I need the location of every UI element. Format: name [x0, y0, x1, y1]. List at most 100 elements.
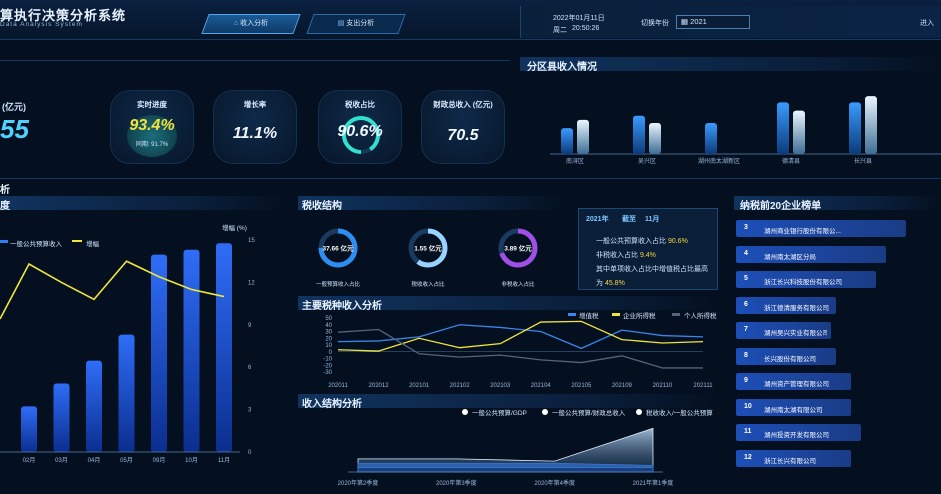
donut-value: 1.55 亿元 — [414, 244, 442, 253]
right-axis-tick: 9 — [248, 323, 252, 329]
rank-company-name: 浙江长兴科技股份有限公司 — [764, 279, 842, 286]
budget-bar — [118, 334, 135, 452]
district-tick-label: 南浔区 — [566, 157, 584, 165]
legend-growth: 增幅 — [86, 241, 99, 248]
district-title: 分区县收入情况 — [527, 62, 597, 73]
district-bar — [793, 110, 805, 154]
summary-line-3: 其中单项收入占比中增值税占比最高 — [596, 266, 708, 273]
donut-caption: 一般预算收入占比 — [316, 280, 361, 288]
rank-company-name: 长兴股份有限公司 — [764, 355, 816, 363]
donut-value: 3.89 亿元 — [504, 244, 532, 253]
calendar-icon: ▦ — [681, 17, 691, 26]
district-bar — [561, 128, 573, 154]
ranking-row[interactable]: 8 长兴股份有限公司 — [736, 347, 836, 365]
x-tick-label: 202103 — [490, 383, 511, 389]
district-tick-label: 湖州南太湖新区 — [698, 157, 740, 165]
y-tick-label: -20 — [323, 363, 332, 369]
rank-company-name: 浙江德清服务有限公司 — [764, 304, 829, 312]
ranking-row[interactable]: 5 浙江长兴科技股份有限公司 — [736, 271, 876, 288]
donut-arc — [408, 228, 448, 268]
progress-ring-icon — [342, 116, 380, 154]
income-structure-title: 收入结构分析 — [302, 399, 362, 410]
kpi-value: 93.4% — [129, 117, 175, 134]
ranking-row[interactable]: 4 湖州南太湖区分局 — [736, 245, 886, 263]
kpi-card-growth: 增长率 11.1% — [213, 90, 297, 164]
kpi-value: 70.5 — [447, 127, 479, 144]
y-tick-label: 0 — [329, 350, 333, 356]
rank-number: 7 — [744, 326, 748, 333]
x-tick-label: 202105 — [571, 383, 592, 389]
month-tick-label: 09月 — [153, 457, 166, 464]
district-bar — [865, 96, 877, 154]
summary-label: 截至 — [622, 216, 636, 223]
ranking-row[interactable]: 7 湖州吴兴实业有限公司 — [736, 322, 831, 339]
donut-caption: 非税收入占比 — [501, 280, 535, 288]
legend-swatch — [0, 240, 8, 243]
budget-bar — [86, 360, 102, 452]
district-bar — [577, 119, 589, 154]
right-axis-tick: 6 — [248, 365, 252, 371]
month-tick-label: 02月 — [23, 457, 36, 464]
x-tick-label: 202012 — [369, 383, 390, 389]
tab-expense-analysis[interactable]: ▤ 支出分析 — [306, 14, 406, 34]
y-tick-label: -10 — [323, 357, 332, 363]
rank-company-name: 湖州资产管理有限公司 — [764, 381, 829, 388]
y-tick-label: 30 — [325, 330, 332, 336]
legend-budget: 一般公共预算收入 — [10, 241, 62, 248]
district-bar — [705, 123, 717, 154]
legend-vat: 增值税 — [579, 313, 599, 320]
tax-structure-title: 税收结构 — [302, 201, 342, 212]
ranking-row[interactable]: 12 浙江长兴有限公司 — [736, 449, 851, 467]
divider — [0, 178, 941, 179]
right-axis-tick: 0 — [248, 450, 252, 456]
quarter-tick-label: 2020年第3季度 — [436, 479, 477, 487]
district-tick-label: 吴兴区 — [638, 157, 656, 165]
rank-company-name: 湖州吴兴实业有限公司 — [764, 330, 827, 337]
month-tick-label: 05月 — [120, 457, 133, 464]
summary-month: 11月 — [645, 216, 660, 223]
main-tax-header — [298, 296, 718, 310]
rank-company-name: 湖州投资开发有限公司 — [764, 432, 829, 439]
district-bar — [777, 102, 789, 154]
rank-company-name: 浙江长兴有限公司 — [764, 457, 816, 465]
tax-series-line — [337, 320, 704, 352]
x-tick-label: 202101 — [409, 383, 430, 389]
tax-structure-header — [298, 196, 568, 210]
ranking-row[interactable]: 11 湖州投资开发有限公司 — [736, 424, 861, 441]
x-tick-label: 202110 — [653, 383, 673, 389]
tax-series-line — [337, 324, 704, 350]
year-select[interactable]: ▦ 2021 — [676, 15, 750, 29]
legend-swatch — [636, 409, 642, 415]
rank-number: 12 — [744, 453, 752, 461]
ranking-header — [734, 196, 941, 210]
ranking-row[interactable]: 6 浙江德清服务有限公司 — [736, 296, 836, 314]
month-tick-label: 10月 — [185, 457, 198, 464]
legend-budget-total: 一般公共预算/财政总收入 — [552, 410, 626, 417]
kpi-value: 11.1% — [232, 125, 278, 142]
summary-line-1: 一般公共预算收入占比 90.6% — [596, 238, 688, 245]
ranking-row[interactable]: 3 湖州商业银行股份有限公... — [736, 220, 906, 237]
district-bar-chart: 南浔区 吴兴区 湖州南太湖新区 德清县 长兴县 — [550, 96, 941, 165]
rank-company-name: 湖州商业银行股份有限公... — [764, 228, 841, 235]
rank-number: 6 — [744, 300, 748, 308]
rank-number: 3 — [744, 224, 748, 231]
district-tick-label: 长兴县 — [854, 157, 872, 165]
y-tick-label: 50 — [325, 316, 332, 322]
enter-link[interactable]: 进入 — [920, 20, 934, 27]
tab-icon: ▤ — [337, 20, 347, 27]
quarter-tick-label: 2021年第1季度 — [633, 479, 674, 487]
budget-bar — [53, 383, 70, 452]
ranking-row[interactable]: 9 湖州资产管理有限公司 — [736, 373, 851, 390]
district-tick-label: 德清县 — [782, 157, 800, 165]
tab-income-analysis[interactable]: ⌂ 收入分析 — [201, 14, 301, 34]
district-bar — [633, 115, 645, 154]
ranking-row[interactable]: 10 湖州南太湖有限公司 — [736, 398, 851, 416]
budget-bar — [21, 406, 37, 452]
month-tick-label: 04月 — [88, 457, 101, 464]
legend-personal-tax: 个人所得税 — [684, 313, 717, 320]
donut-value: 37.66 亿元 — [322, 244, 354, 253]
legend-budget-gdp: 一般公共预算/GDP — [472, 410, 527, 417]
income-structure-header — [298, 394, 718, 408]
